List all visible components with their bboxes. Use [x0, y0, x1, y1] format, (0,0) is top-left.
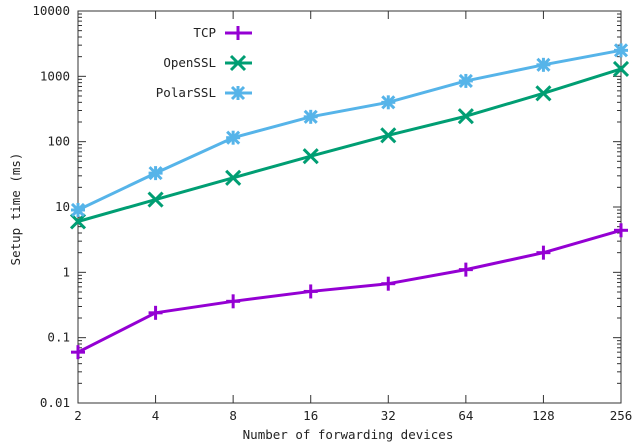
y-tick-label: 1000: [40, 68, 70, 83]
data-point-tcp: [536, 245, 551, 260]
data-point-tcp: [458, 262, 473, 277]
data-point-tcp: [71, 345, 85, 360]
x-tick-label: 8: [229, 408, 237, 423]
data-point-openssl: [302, 148, 319, 165]
x-tick-label: 16: [303, 408, 318, 423]
data-point-polarssl: [148, 166, 163, 181]
series-line-tcp: [77, 228, 622, 354]
data-point-tcp: [226, 294, 241, 309]
data-point-polarssl: [613, 43, 629, 58]
y-tick-label: 10000: [32, 3, 70, 18]
y-tick-label: 1: [62, 264, 70, 279]
x-tick-label: 256: [610, 408, 633, 423]
data-point-polarssl: [381, 95, 396, 110]
data-point-polarssl: [226, 130, 241, 145]
legend-marker-openssl: [229, 54, 247, 72]
series-layer: [69, 43, 630, 360]
legend-label-tcp: TCP: [193, 25, 216, 40]
data-point-polarssl: [536, 57, 551, 72]
legend-marker-tcp: [231, 26, 245, 40]
x-tick-label: 64: [458, 408, 473, 423]
x-axis: 2 4 8 16 32 64 128 256: [74, 11, 632, 423]
data-point-openssl: [535, 85, 552, 102]
series-line-openssl: [77, 67, 622, 223]
data-point-polarssl: [70, 202, 86, 218]
x-tick-label: 4: [152, 408, 160, 423]
y-tick-label: 0.1: [47, 330, 70, 345]
x-axis-label: Number of forwarding devices: [243, 427, 454, 442]
legend-marker-polarssl: [230, 85, 246, 101]
y-axis-label: Setup time (ms): [8, 153, 23, 266]
data-point-openssl: [69, 213, 87, 230]
y-axis: 0.01 0.1 1 10 100 1000 10000: [32, 3, 621, 410]
data-point-openssl: [147, 191, 164, 208]
x-tick-label: 2: [74, 408, 82, 423]
data-point-tcp: [614, 223, 628, 238]
legend-label-openssl: OpenSSL: [163, 55, 216, 70]
y-tick-label: 100: [47, 134, 70, 149]
data-point-openssl: [457, 108, 474, 125]
series-line-polarssl: [77, 48, 622, 212]
data-point-tcp: [303, 284, 318, 299]
data-point-openssl: [612, 60, 630, 77]
data-point-openssl: [225, 169, 242, 186]
y-tick-label: 10: [55, 199, 70, 214]
data-point-openssl: [380, 127, 397, 144]
legend-label-polarssl: PolarSSL: [156, 85, 216, 100]
x-tick-label: 128: [532, 408, 555, 423]
data-point-tcp: [148, 305, 163, 320]
legend: TCP OpenSSL PolarSSL: [156, 25, 252, 101]
y-tick-label: 0.01: [40, 395, 70, 410]
data-point-polarssl: [458, 73, 473, 89]
data-point-polarssl: [303, 109, 318, 124]
data-point-tcp: [381, 276, 396, 291]
x-tick-label: 32: [381, 408, 396, 423]
